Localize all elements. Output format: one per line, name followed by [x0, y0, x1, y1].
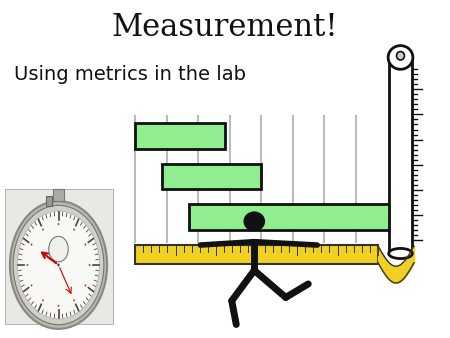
Ellipse shape — [89, 264, 90, 266]
Ellipse shape — [10, 201, 107, 329]
Bar — [189, 204, 396, 230]
Ellipse shape — [389, 248, 412, 259]
Ellipse shape — [73, 299, 75, 301]
Ellipse shape — [58, 223, 59, 225]
Bar — [135, 123, 225, 149]
Ellipse shape — [27, 264, 28, 266]
Ellipse shape — [388, 46, 413, 69]
Bar — [4, 189, 112, 324]
Bar — [53, 189, 64, 201]
Ellipse shape — [18, 211, 99, 319]
Ellipse shape — [73, 228, 75, 231]
Ellipse shape — [244, 212, 265, 231]
Ellipse shape — [396, 52, 405, 60]
Bar — [45, 196, 52, 206]
Ellipse shape — [31, 243, 32, 246]
Ellipse shape — [58, 305, 59, 307]
Text: Using metrics in the lab: Using metrics in the lab — [14, 65, 246, 84]
Ellipse shape — [42, 228, 44, 231]
Ellipse shape — [58, 264, 59, 266]
Ellipse shape — [85, 243, 86, 246]
Ellipse shape — [49, 236, 68, 262]
Text: Measurement!: Measurement! — [112, 11, 338, 43]
Bar — [389, 57, 412, 254]
Ellipse shape — [85, 284, 86, 287]
Ellipse shape — [13, 206, 104, 324]
Bar — [162, 164, 261, 189]
Bar — [135, 245, 378, 264]
Ellipse shape — [31, 284, 32, 287]
Ellipse shape — [42, 299, 44, 301]
